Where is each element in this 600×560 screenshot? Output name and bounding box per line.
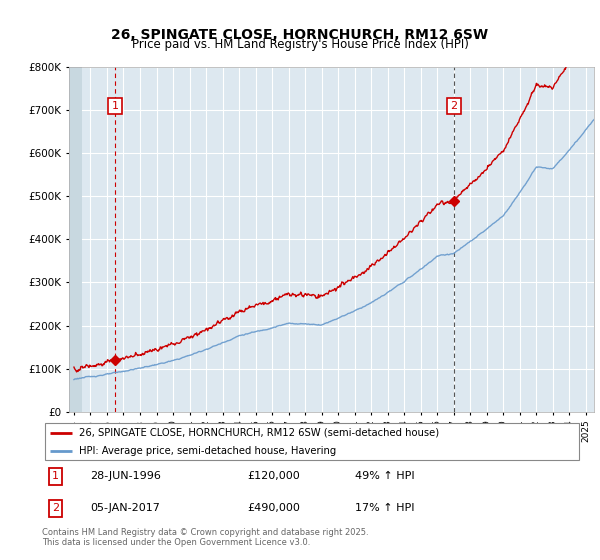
Bar: [69, 67, 82, 412]
Text: 1: 1: [112, 101, 119, 111]
Text: 28-JUN-1996: 28-JUN-1996: [91, 472, 161, 482]
Text: £490,000: £490,000: [247, 503, 300, 514]
Text: 26, SPINGATE CLOSE, HORNCHURCH, RM12 6SW (semi-detached house): 26, SPINGATE CLOSE, HORNCHURCH, RM12 6SW…: [79, 428, 439, 438]
Text: Price paid vs. HM Land Registry's House Price Index (HPI): Price paid vs. HM Land Registry's House …: [131, 38, 469, 52]
Text: 2: 2: [450, 101, 457, 111]
Text: HPI: Average price, semi-detached house, Havering: HPI: Average price, semi-detached house,…: [79, 446, 336, 456]
Text: Contains HM Land Registry data © Crown copyright and database right 2025.
This d: Contains HM Land Registry data © Crown c…: [42, 528, 368, 547]
Text: £120,000: £120,000: [247, 472, 300, 482]
Text: 05-JAN-2017: 05-JAN-2017: [91, 503, 160, 514]
Text: 26, SPINGATE CLOSE, HORNCHURCH, RM12 6SW: 26, SPINGATE CLOSE, HORNCHURCH, RM12 6SW: [112, 28, 488, 42]
Text: 2: 2: [52, 503, 59, 514]
Text: 17% ↑ HPI: 17% ↑ HPI: [355, 503, 415, 514]
FancyBboxPatch shape: [45, 423, 580, 460]
Text: 49% ↑ HPI: 49% ↑ HPI: [355, 472, 415, 482]
Text: 1: 1: [52, 472, 59, 482]
